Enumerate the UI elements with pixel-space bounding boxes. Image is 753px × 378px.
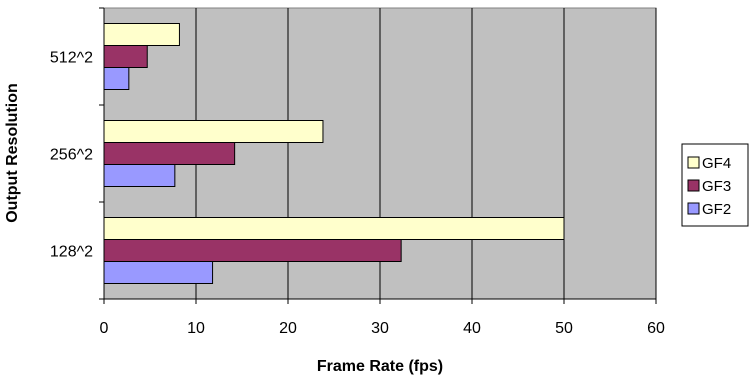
y-tick-label-0: 128^2 (50, 244, 93, 261)
x-tick-label-1: 10 (187, 320, 205, 337)
x-tick-label-5: 50 (555, 320, 573, 337)
bars (103, 23, 565, 284)
bar-gf2-0 (103, 261, 214, 284)
bar-gf3-0 (103, 239, 402, 262)
bar-gf4-1 (103, 120, 324, 143)
y-tick-labels: 128^2 256^2 512^2 (50, 50, 93, 261)
legend-swatch-gf4 (687, 156, 700, 169)
axes (99, 7, 657, 304)
bar-gf2-1 (103, 164, 176, 187)
legend-label-gf3: GF3 (702, 178, 731, 195)
x-tick-label-2: 20 (279, 320, 297, 337)
y-tick-label-2: 512^2 (50, 50, 93, 67)
legend-swatch-gf3 (687, 179, 700, 192)
y-tick-label-1: 256^2 (50, 147, 93, 164)
x-tick-label-4: 40 (463, 320, 481, 337)
legend: GF4 GF3 GF2 (681, 143, 749, 227)
x-tick-labels: 0 10 20 30 40 50 60 (100, 320, 665, 337)
bar-gf3-1 (103, 142, 236, 165)
bar-gf2-2 (103, 67, 130, 90)
bar-gf4-0 (103, 217, 565, 240)
x-tick-label-0: 0 (100, 320, 109, 337)
legend-label-gf2: GF2 (702, 201, 731, 218)
bar-gf3-2 (103, 45, 148, 68)
x-tick-label-6: 60 (647, 320, 665, 337)
legend-swatch-gf2 (687, 202, 700, 215)
x-axis-title: Frame Rate (fps) (317, 358, 443, 375)
x-tick-label-3: 30 (371, 320, 389, 337)
y-axis-title: Output Resolution (4, 83, 21, 223)
legend-label-gf4: GF4 (702, 155, 731, 172)
bar-gf4-2 (103, 23, 180, 46)
